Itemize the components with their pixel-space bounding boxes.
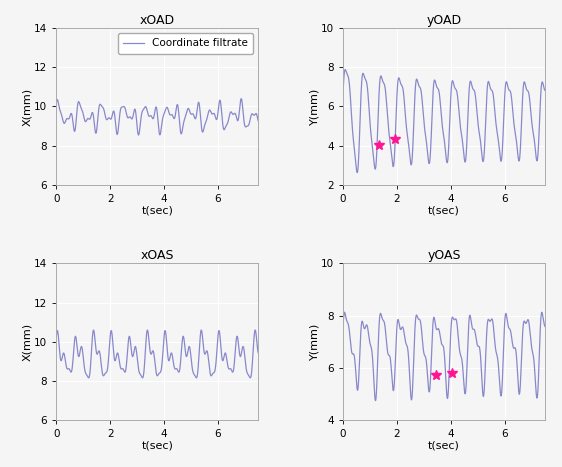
Title: yOAD: yOAD [427,14,461,27]
X-axis label: t(sec): t(sec) [428,441,460,451]
Y-axis label: Y(mm): Y(mm) [310,88,320,125]
Legend: Coordinate filtrate: Coordinate filtrate [117,33,253,54]
Title: xOAD: xOAD [140,14,175,27]
Title: xOAS: xOAS [140,249,174,262]
Y-axis label: X(mm): X(mm) [22,87,33,126]
Y-axis label: X(mm): X(mm) [22,323,33,361]
X-axis label: t(sec): t(sec) [428,205,460,215]
Title: yOAS: yOAS [427,249,461,262]
Y-axis label: Y(mm): Y(mm) [310,323,320,361]
X-axis label: t(sec): t(sec) [141,205,173,215]
X-axis label: t(sec): t(sec) [141,441,173,451]
